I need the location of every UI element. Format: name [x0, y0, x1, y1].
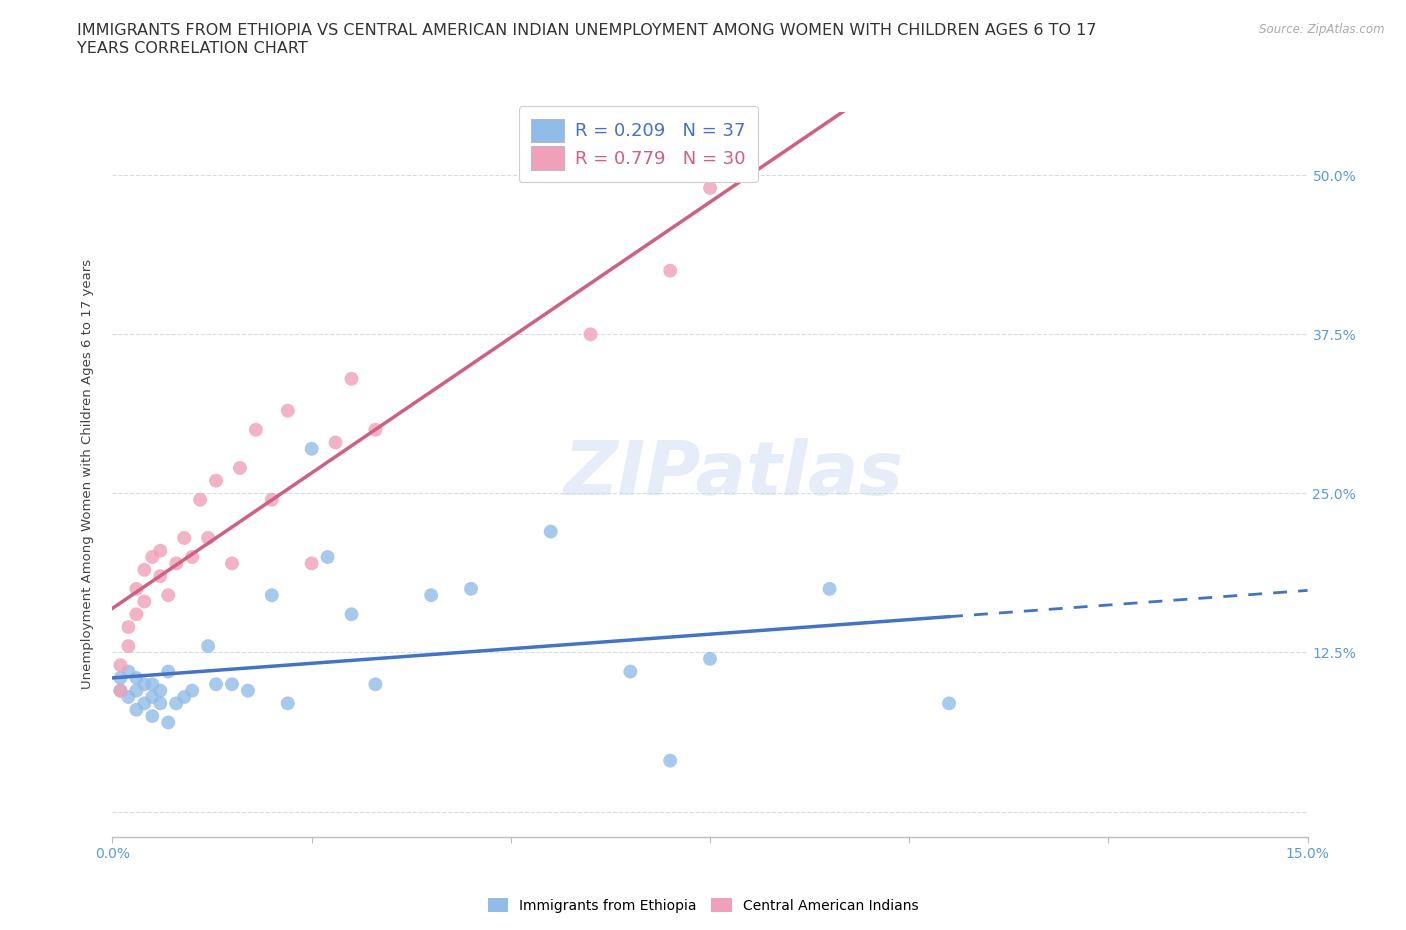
Point: [659, 263, 682, 278]
Point: [110, 658, 132, 672]
Point: [157, 715, 180, 730]
Point: [125, 581, 148, 596]
Point: [134, 696, 156, 711]
Point: [181, 684, 204, 698]
Point: [340, 607, 363, 622]
Point: [125, 671, 148, 685]
Point: [364, 677, 387, 692]
Point: [301, 442, 323, 457]
Point: [301, 556, 323, 571]
Point: [699, 180, 721, 195]
Point: [157, 664, 180, 679]
Point: [229, 460, 252, 475]
Point: [260, 492, 283, 507]
Point: [245, 422, 267, 437]
Point: [110, 684, 132, 698]
Text: IMMIGRANTS FROM ETHIOPIA VS CENTRAL AMERICAN INDIAN UNEMPLOYMENT AMONG WOMEN WIT: IMMIGRANTS FROM ETHIOPIA VS CENTRAL AMER…: [77, 23, 1097, 56]
Point: [141, 677, 163, 692]
Point: [134, 594, 156, 609]
Point: [205, 677, 228, 692]
Point: [165, 696, 187, 711]
Point: [110, 684, 132, 698]
Point: [125, 607, 148, 622]
Point: [221, 556, 243, 571]
Legend: Immigrants from Ethiopia, Central American Indians: Immigrants from Ethiopia, Central Americ…: [482, 893, 924, 919]
Point: [117, 639, 139, 654]
Point: [125, 684, 148, 698]
Point: [205, 473, 228, 488]
Point: [340, 371, 363, 386]
Point: [277, 404, 299, 418]
Point: [110, 671, 132, 685]
Point: [149, 696, 172, 711]
Point: [149, 543, 172, 558]
Point: [117, 664, 139, 679]
Point: [221, 677, 243, 692]
Point: [579, 326, 602, 341]
Y-axis label: Unemployment Among Women with Children Ages 6 to 17 years: Unemployment Among Women with Children A…: [82, 259, 94, 689]
Point: [260, 588, 283, 603]
Point: [197, 639, 219, 654]
Point: [117, 619, 139, 634]
Point: [157, 588, 180, 603]
Point: [938, 696, 960, 711]
Text: Source: ZipAtlas.com: Source: ZipAtlas.com: [1260, 23, 1385, 36]
Point: [277, 696, 299, 711]
Point: [540, 525, 562, 539]
Point: [181, 550, 204, 565]
Point: [141, 550, 163, 565]
Point: [364, 422, 387, 437]
Point: [134, 677, 156, 692]
Point: [325, 435, 347, 450]
Point: [165, 556, 187, 571]
Point: [197, 530, 219, 545]
Point: [420, 588, 443, 603]
Point: [117, 689, 139, 704]
Point: [149, 684, 172, 698]
Point: [460, 581, 482, 596]
Point: [125, 702, 148, 717]
Point: [141, 709, 163, 724]
Point: [134, 563, 156, 578]
Text: ZIPatlas: ZIPatlas: [564, 438, 904, 511]
Point: [818, 581, 841, 596]
Point: [236, 684, 259, 698]
Point: [699, 651, 721, 666]
Point: [173, 530, 195, 545]
Point: [141, 689, 163, 704]
Point: [149, 568, 172, 583]
Point: [659, 753, 682, 768]
Point: [619, 664, 641, 679]
Point: [188, 492, 211, 507]
Legend: R = 0.209   N = 37, R = 0.779   N = 30: R = 0.209 N = 37, R = 0.779 N = 30: [519, 106, 758, 182]
Point: [316, 550, 339, 565]
Point: [173, 689, 195, 704]
